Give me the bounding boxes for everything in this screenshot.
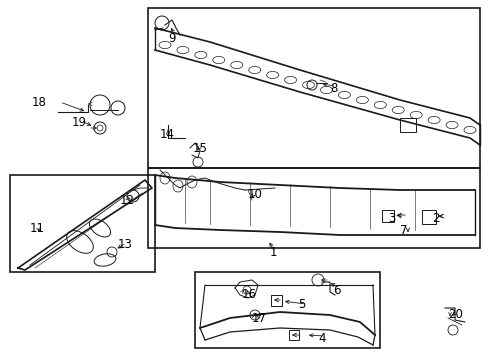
Text: 2: 2 (431, 211, 439, 225)
Bar (148, 168, 479, 248)
Text: 5: 5 (297, 298, 305, 311)
Text: 3: 3 (387, 211, 395, 225)
Text: 9: 9 (168, 31, 175, 45)
Text: 17: 17 (251, 311, 266, 324)
Text: 11: 11 (30, 221, 45, 234)
Text: 15: 15 (193, 141, 207, 154)
Text: 10: 10 (247, 189, 263, 202)
Bar (421, 210, 435, 224)
Text: 6: 6 (332, 284, 340, 297)
Text: 1: 1 (269, 247, 277, 260)
Text: 14: 14 (160, 129, 175, 141)
Text: 18: 18 (32, 95, 47, 108)
Text: 13: 13 (118, 238, 133, 252)
Bar (195, 272, 379, 348)
Text: 4: 4 (317, 332, 325, 345)
Text: 20: 20 (447, 309, 462, 321)
Text: 19: 19 (72, 116, 87, 129)
Text: 8: 8 (329, 81, 337, 94)
Bar (270, 295, 282, 306)
Text: 16: 16 (242, 288, 257, 302)
Bar (399, 118, 415, 132)
Bar (148, 8, 479, 168)
Bar (288, 330, 298, 340)
Bar (10, 175, 155, 272)
Text: 7: 7 (399, 224, 407, 237)
Text: 12: 12 (120, 194, 135, 207)
Bar (381, 210, 393, 222)
